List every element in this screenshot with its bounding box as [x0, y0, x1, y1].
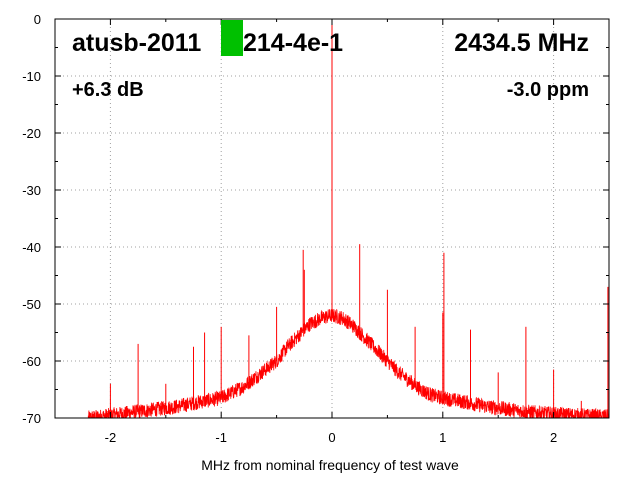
- y-tick-label: -40: [22, 240, 41, 255]
- y-tick-label: -50: [22, 297, 41, 312]
- y-tick-label: -30: [22, 183, 41, 198]
- offset-label: -3.0 ppm: [507, 79, 589, 101]
- device-label-tail: 214-4e-1: [243, 29, 343, 57]
- y-tick-label: 0: [34, 12, 41, 27]
- gain-label: +6.3 dB: [72, 79, 144, 101]
- y-tick-label: -70: [22, 411, 41, 426]
- series-group: [87, 19, 609, 418]
- device-label: atusb-2011: [72, 29, 201, 57]
- axis-ticks: -2 -1 0 1 20-10-20-30-40-50-60-70: [22, 12, 610, 445]
- spectrum-series: [87, 19, 609, 418]
- x-tick-label: -1: [215, 430, 227, 445]
- x-axis-title: MHz from nominal frequency of test wave: [201, 457, 459, 473]
- y-tick-label: -60: [22, 354, 41, 369]
- status-marker: [221, 20, 243, 56]
- x-tick-label: 1: [439, 430, 446, 445]
- y-tick-label: -20: [22, 126, 41, 141]
- y-tick-label: -10: [22, 69, 41, 84]
- noise-trace: [87, 308, 609, 418]
- x-tick-label: 0: [328, 430, 335, 445]
- x-tick-label: -2: [105, 430, 117, 445]
- x-tick-label: 2: [550, 430, 557, 445]
- frequency-label: 2434.5 MHz: [454, 29, 589, 57]
